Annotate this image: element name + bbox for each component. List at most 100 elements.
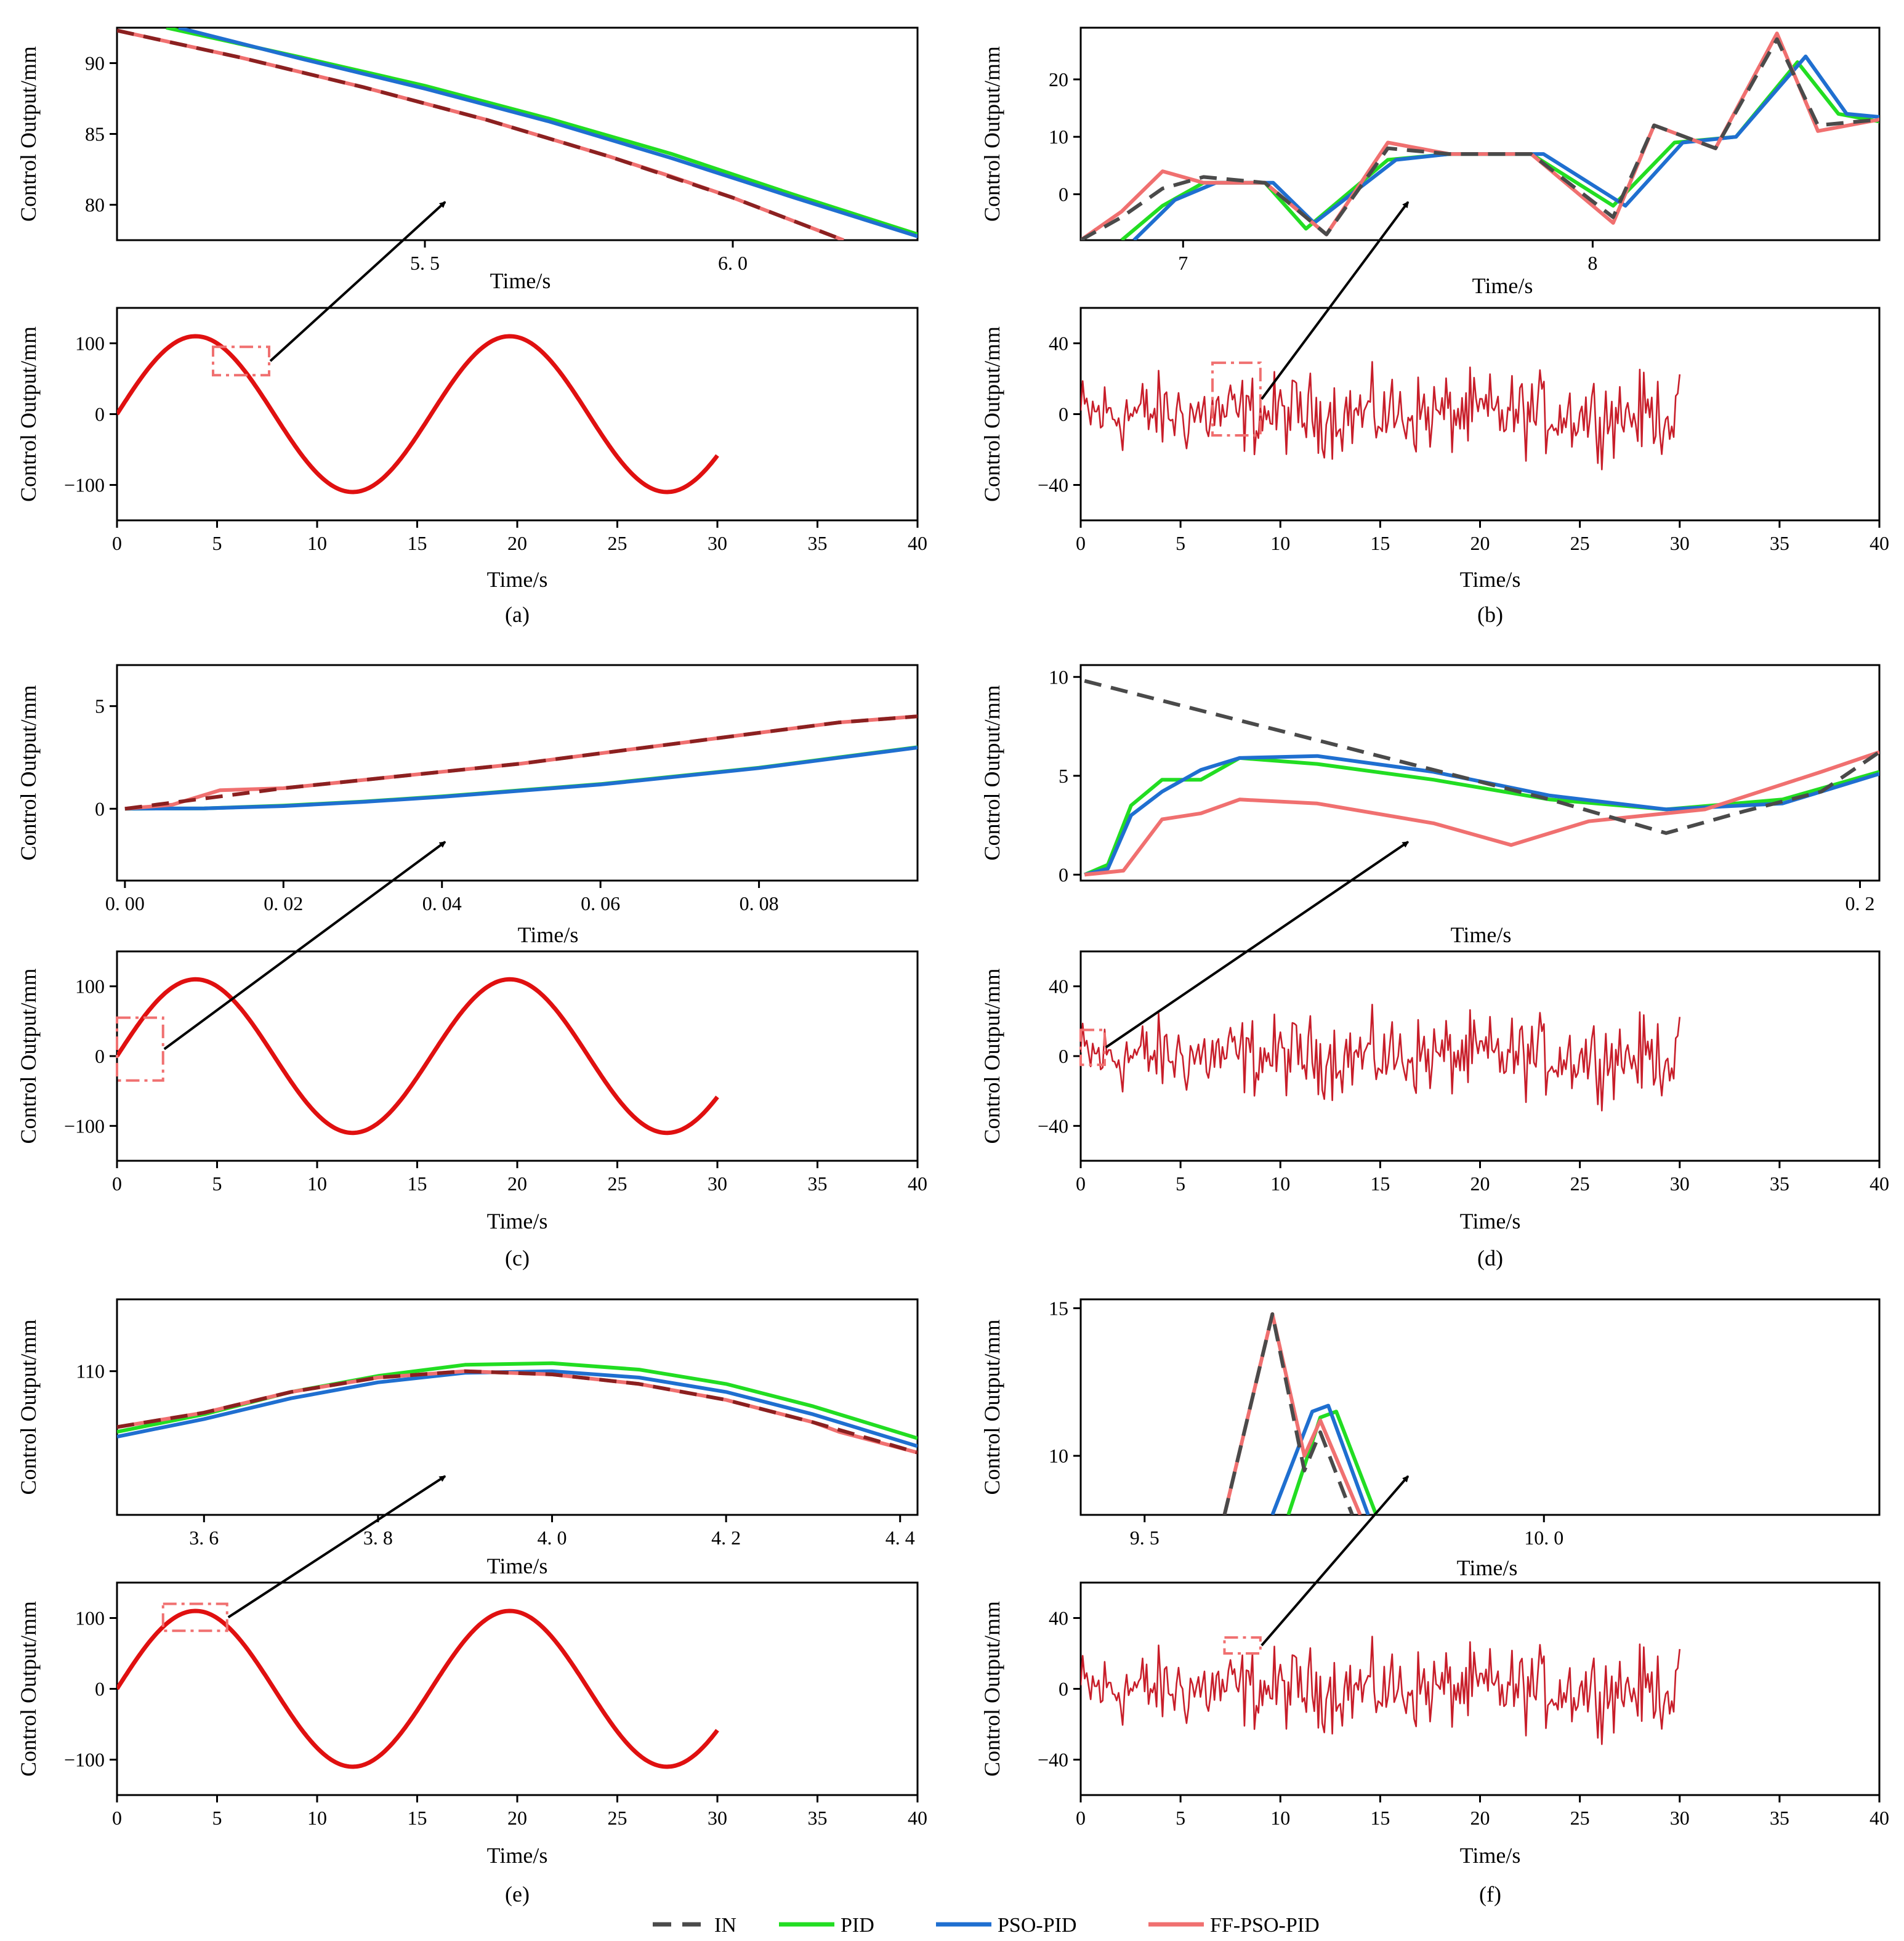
zoom-region-box-e bbox=[161, 1602, 228, 1632]
zoom-arrow-e bbox=[227, 1475, 445, 1619]
y-axis-label-b-zoom: Control Output/mm bbox=[980, 46, 1004, 222]
random-response-line-d bbox=[1081, 1004, 1681, 1112]
series-line-FF-PSO-PID-a bbox=[117, 28, 845, 240]
x-tick-label-d-main: 25 bbox=[1570, 1172, 1590, 1195]
legend-label-PID: PID bbox=[841, 1914, 874, 1937]
y-tick-label-d-main: 40 bbox=[1049, 975, 1068, 998]
zoom-arrow-c bbox=[163, 841, 445, 1051]
x-tick-label-c-zoom: 0. 00 bbox=[105, 892, 145, 914]
plot-frame-c-zoom bbox=[116, 664, 919, 882]
x-axis-label-c-zoom: Time/s bbox=[518, 922, 579, 947]
x-tick-label-d-main: 15 bbox=[1370, 1172, 1390, 1195]
x-tick-label-c-main: 5 bbox=[212, 1172, 222, 1195]
x-tick-label-c-main: 20 bbox=[507, 1172, 527, 1195]
series-line-FF-PSO-PID-d bbox=[1084, 750, 1879, 877]
y-tick-label-b-zoom: 0 bbox=[1059, 183, 1068, 205]
random-response-line-f bbox=[1081, 1636, 1681, 1745]
x-tick-label-d-main: 5 bbox=[1176, 1172, 1185, 1195]
y-tick-label-d-main: 0 bbox=[1059, 1045, 1068, 1067]
panel-d: 0. 2 0 5 10 Control Output/mm Time/s 0 5 10 15 20 2… bbox=[980, 664, 1889, 1270]
legend-label-FF-PSO-PID: FF-PSO-PID bbox=[1210, 1914, 1320, 1937]
x-tick-label-b-main: 25 bbox=[1570, 532, 1590, 554]
x-tick-label-f-main: 15 bbox=[1370, 1807, 1390, 1829]
x-tick-label-c-main: 15 bbox=[408, 1172, 427, 1195]
y-axis-label-e-main: Control Output/mm bbox=[16, 1601, 41, 1777]
y-tick-label-d-main: −40 bbox=[1038, 1115, 1068, 1137]
legend: IN PID PSO-PID FF-PSO-PID bbox=[653, 1914, 1320, 1937]
x-tick-label-a-main: 35 bbox=[808, 532, 828, 554]
series-line-IN-c bbox=[124, 714, 918, 811]
x-tick-label-b-main: 35 bbox=[1770, 532, 1789, 554]
x-tick-label-e-main: 15 bbox=[408, 1807, 427, 1829]
x-tick-label-a-main: 30 bbox=[708, 532, 727, 554]
x-tick-label-a-zoom: 6. 0 bbox=[718, 252, 748, 274]
x-tick-label-c-zoom: 0. 04 bbox=[422, 892, 462, 914]
plot-frame-a-zoom bbox=[116, 26, 919, 241]
x-tick-label-e-zoom: 3. 6 bbox=[189, 1527, 219, 1549]
y-axis-label-f-main: Control Output/mm bbox=[980, 1601, 1004, 1777]
x-tick-label-a-main: 20 bbox=[507, 532, 527, 554]
y-axis-label-d-main: Control Output/mm bbox=[980, 968, 1004, 1144]
x-tick-label-d-main: 0 bbox=[1076, 1172, 1086, 1195]
x-tick-label-f-main: 30 bbox=[1670, 1807, 1690, 1829]
x-tick-label-e-zoom: 4. 0 bbox=[538, 1527, 567, 1549]
x-tick-label-c-main: 10 bbox=[307, 1172, 327, 1195]
x-tick-label-a-main: 15 bbox=[408, 532, 427, 554]
series-line-PID-c bbox=[124, 745, 918, 811]
plot-frame-f-zoom bbox=[1079, 1298, 1881, 1516]
zoom-region-box-c bbox=[116, 1016, 164, 1082]
random-response-line-b bbox=[1081, 361, 1681, 470]
x-tick-label-e-main: 10 bbox=[307, 1807, 327, 1829]
plot-frame-b-main bbox=[1079, 307, 1881, 522]
x-tick-label-a-main: 25 bbox=[608, 532, 627, 554]
x-axis-label-e-zoom: Time/s bbox=[487, 1554, 548, 1578]
zoom-arrow-f bbox=[1261, 1475, 1410, 1647]
series-line-IN-e bbox=[117, 1369, 918, 1455]
series-line-PSO-PID-b bbox=[1132, 54, 1879, 240]
x-tick-label-f-main: 10 bbox=[1270, 1807, 1290, 1829]
x-tick-label-e-main: 20 bbox=[507, 1807, 527, 1829]
x-tick-label-b-zoom: 8 bbox=[1587, 252, 1597, 274]
x-tick-label-f-main: 35 bbox=[1770, 1807, 1789, 1829]
y-axis-label-f-zoom: Control Output/mm bbox=[980, 1319, 1004, 1495]
y-tick-label-f-zoom: 10 bbox=[1049, 1445, 1068, 1467]
y-tick-label-d-zoom: 5 bbox=[1059, 765, 1068, 787]
x-tick-label-b-main: 40 bbox=[1870, 532, 1889, 554]
y-tick-label-e-zoom: 110 bbox=[76, 1360, 105, 1382]
x-tick-label-a-zoom: 5. 5 bbox=[410, 252, 440, 274]
series-line-PSO-PID-d bbox=[1084, 754, 1879, 877]
x-tick-label-c-main: 40 bbox=[908, 1172, 927, 1195]
zoom-arrow-d bbox=[1105, 841, 1408, 1049]
y-tick-label-e-main: −100 bbox=[64, 1749, 105, 1771]
panel-b: 7 8 0 10 20 Control Output/mm Time/s 0 5 10 15 20 25… bbox=[980, 26, 1889, 627]
plot-frame-e-zoom bbox=[116, 1298, 919, 1516]
y-tick-label-c-main: −100 bbox=[64, 1115, 105, 1137]
series-line-IN-b bbox=[1081, 37, 1879, 240]
sine-response-line-c bbox=[117, 977, 719, 1136]
legend-label-IN: IN bbox=[714, 1914, 736, 1937]
zoom-region-box-b bbox=[1211, 361, 1262, 437]
y-tick-label-b-zoom: 20 bbox=[1049, 68, 1068, 91]
plot-frame-d-zoom bbox=[1079, 664, 1881, 882]
y-axis-label-b-main: Control Output/mm bbox=[980, 326, 1004, 502]
x-tick-label-e-main: 30 bbox=[708, 1807, 727, 1829]
y-axis-label-a-main: Control Output/mm bbox=[16, 326, 41, 502]
y-tick-label-a-main: −100 bbox=[64, 474, 105, 496]
x-tick-label-f-zoom: 10. 0 bbox=[1524, 1527, 1563, 1549]
zoom-region-box-d bbox=[1079, 1028, 1106, 1067]
y-axis-label-e-zoom: Control Output/mm bbox=[16, 1319, 41, 1495]
x-tick-label-b-main: 5 bbox=[1176, 532, 1185, 554]
y-axis-label-c-main: Control Output/mm bbox=[16, 968, 41, 1144]
x-tick-label-d-zoom: 0. 2 bbox=[1846, 892, 1875, 914]
x-axis-label-e-main: Time/s bbox=[487, 1843, 548, 1868]
x-tick-label-e-main: 35 bbox=[808, 1807, 828, 1829]
panel-c: 0. 00 0. 02 0. 04 0. 06 0. 08 0 5 Control Outpu… bbox=[16, 664, 927, 1270]
x-tick-label-c-zoom: 0. 06 bbox=[581, 892, 620, 914]
y-tick-label-f-main: 0 bbox=[1059, 1678, 1068, 1700]
y-tick-label-b-main: 0 bbox=[1059, 403, 1068, 426]
x-axis-label-d-main: Time/s bbox=[1460, 1209, 1521, 1233]
x-tick-label-e-zoom: 4. 2 bbox=[711, 1527, 741, 1549]
y-tick-label-a-main: 100 bbox=[75, 333, 105, 355]
x-tick-label-f-main: 0 bbox=[1076, 1807, 1086, 1829]
panel-a: 5. 5 6. 0 80 85 90 Control Output/mm Time/s 0 5 1… bbox=[16, 26, 927, 627]
